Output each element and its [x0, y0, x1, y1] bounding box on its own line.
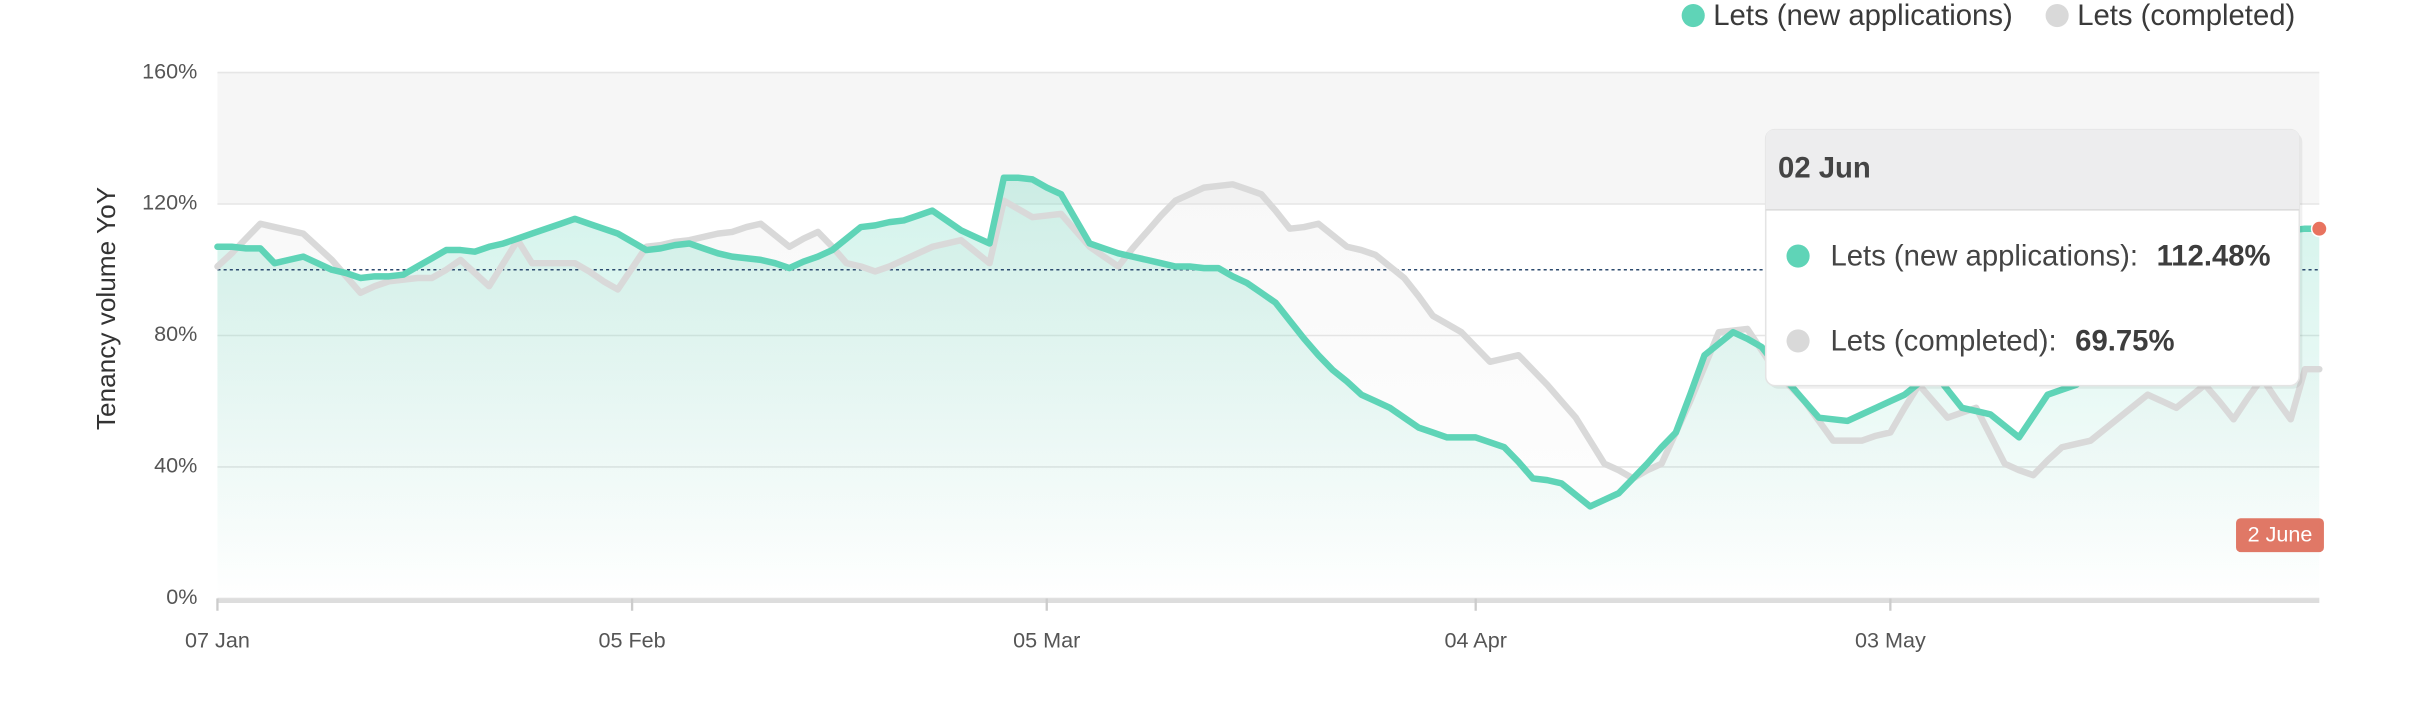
tooltip-row: Lets (new applications): 112.48%	[1830, 239, 2270, 272]
series-line	[214, 174, 2323, 510]
legend-swatch	[1681, 3, 1705, 28]
x-tick-label: 05 Feb	[598, 627, 665, 652]
y-tick-label: 0%	[166, 584, 197, 609]
x-tick-label: 03 May	[1855, 627, 1926, 652]
y-tick-label: 120%	[142, 190, 197, 215]
y-tick-label: 80%	[154, 321, 197, 346]
hover-marker	[2310, 220, 2328, 238]
y-axis-title: Tenancy volume YoY	[91, 187, 121, 430]
tooltip-label: Lets (completed):	[1830, 324, 2056, 357]
crosshair-label-box	[2236, 518, 2324, 553]
x-tick-label: 07 Jan	[185, 627, 250, 652]
tooltip-swatch	[1786, 329, 1810, 353]
legend-label[interactable]: Lets (new applications)	[1713, 0, 2012, 32]
tooltip-value: 112.48%	[2157, 239, 2271, 272]
y-tick-label: 40%	[154, 453, 197, 478]
tooltip-value: 69.75%	[2075, 324, 2174, 357]
legend: Lets (new applications) Lets (completed)	[1681, 0, 2295, 32]
tooltip-header	[1765, 129, 2300, 210]
tooltip-swatch	[1786, 244, 1810, 268]
plot-area: 0% 40% 80% 120% 160% 07 Jan 05 Feb 05 Mar 04 Apr…	[142, 58, 2328, 652]
series-area	[217, 177, 2320, 599]
y-tick-label: 160%	[142, 58, 197, 83]
tooltip-title: 02 Jun	[1778, 151, 1871, 184]
tooltip: 02 Jun Lets (new applications): 112.48% L…	[1764, 128, 2303, 389]
tooltip-row: Lets (completed): 69.75%	[1830, 324, 2174, 357]
legend-label[interactable]: Lets (completed)	[2077, 0, 2295, 32]
x-tick-label: 04 Apr	[1445, 627, 1507, 652]
crosshair-label: 2 June	[2248, 522, 2313, 547]
x-tick-label: 05 Mar	[1013, 627, 1080, 652]
tooltip-label: Lets (new applications):	[1830, 239, 2138, 272]
legend-swatch	[2045, 3, 2069, 28]
